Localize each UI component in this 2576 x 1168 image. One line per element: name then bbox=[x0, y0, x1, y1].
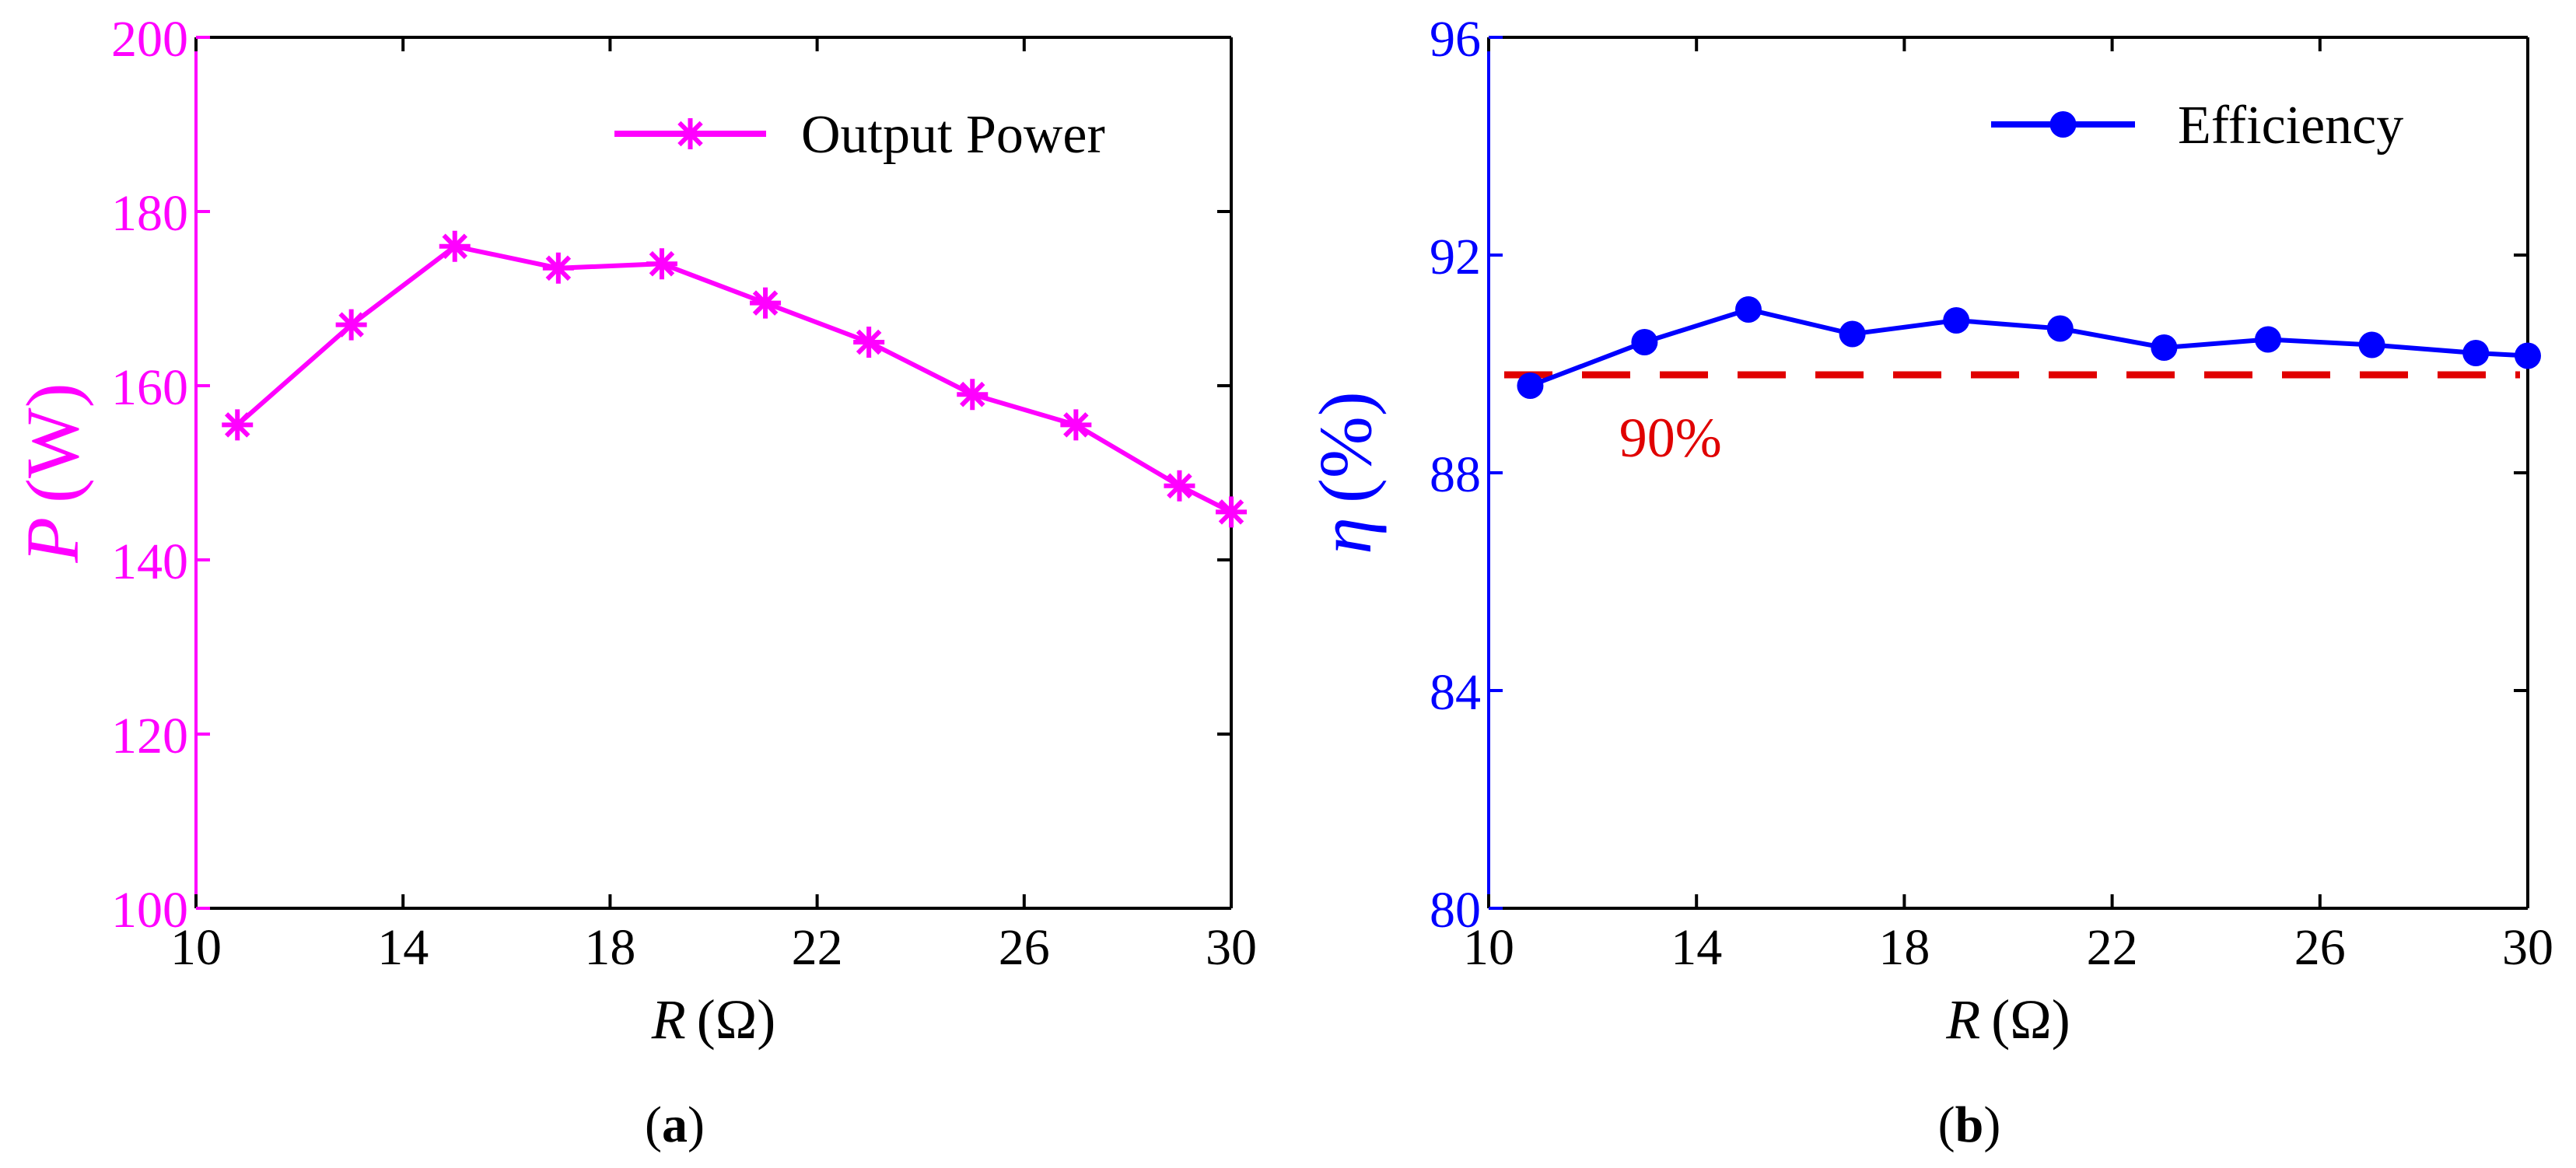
asterisk-stroke bbox=[1218, 499, 1244, 525]
y-tick-label: 140 bbox=[111, 533, 188, 590]
legend-label: Efficiency bbox=[2178, 96, 2403, 156]
legend: Output Power bbox=[614, 105, 1105, 165]
asterisk-stroke bbox=[677, 121, 703, 147]
x-tick-label: 14 bbox=[377, 919, 429, 976]
data-point bbox=[1735, 296, 1762, 323]
asterisk-stroke bbox=[1167, 473, 1192, 499]
panel-label: (b) bbox=[1938, 1096, 2001, 1153]
data-point bbox=[2046, 315, 2074, 342]
panel-label-letter: a bbox=[662, 1096, 688, 1153]
reference-line-label: 90% bbox=[1619, 407, 1722, 469]
y-tick-label: 84 bbox=[1430, 664, 1481, 721]
legend-label: Output Power bbox=[801, 105, 1105, 165]
y-tick-label: 88 bbox=[1430, 446, 1481, 503]
x-axis-title: R (Ω) bbox=[651, 988, 775, 1051]
x-tick-label: 30 bbox=[1206, 919, 1257, 976]
data-point bbox=[2515, 342, 2541, 369]
asterisk-stroke bbox=[224, 412, 250, 438]
data-point bbox=[1517, 372, 1544, 399]
data-point bbox=[2151, 334, 2178, 361]
data-point bbox=[1060, 409, 1092, 441]
asterisk-stroke bbox=[442, 233, 468, 260]
panel-b-efficiency: 10 14 18 22 26 30 80 84 88 92 96 R (Ω) η (%) 90% Efficie… bbox=[1304, 11, 2553, 1153]
legend: Efficiency bbox=[1991, 96, 2403, 156]
asterisk-stroke bbox=[959, 381, 985, 407]
data-point bbox=[957, 379, 989, 411]
data-point bbox=[1631, 329, 1658, 355]
data-point bbox=[1943, 307, 1970, 334]
data-point bbox=[750, 287, 782, 319]
panel-label-close: ) bbox=[1983, 1096, 2000, 1153]
series-line-output-power bbox=[236, 243, 1233, 515]
asterisk-stroke bbox=[338, 312, 364, 337]
y-tick-label: 92 bbox=[1430, 229, 1481, 285]
y-axis-variable: η bbox=[1304, 517, 1387, 554]
y-tick-label: 200 bbox=[111, 11, 188, 68]
data-point bbox=[2255, 326, 2281, 353]
panel-label-close: ) bbox=[688, 1096, 705, 1153]
x-tick-label: 10 bbox=[1463, 919, 1514, 976]
x-axis-variable: R bbox=[1945, 988, 1980, 1051]
panel-label: (a) bbox=[645, 1096, 705, 1153]
data-point bbox=[2358, 331, 2385, 358]
y-axis-unit: (%) bbox=[1304, 391, 1387, 503]
data-point bbox=[542, 252, 574, 284]
x-tick-label: 10 bbox=[170, 919, 222, 976]
data-point bbox=[2462, 340, 2490, 366]
asterisk-stroke bbox=[752, 290, 779, 316]
x-tick-label: 22 bbox=[792, 919, 843, 976]
data-point bbox=[1164, 470, 1195, 502]
panel-label-open: ( bbox=[645, 1096, 662, 1153]
x-tick-label: 26 bbox=[2294, 919, 2346, 976]
x-tick-label: 14 bbox=[1671, 919, 1722, 976]
data-point bbox=[853, 327, 885, 358]
asterisk-stroke bbox=[649, 250, 675, 277]
x-tick-label: 26 bbox=[999, 919, 1050, 976]
data-point bbox=[646, 248, 677, 280]
asterisk-stroke bbox=[1063, 412, 1089, 438]
y-tick-label: 100 bbox=[111, 882, 188, 939]
data-point bbox=[335, 309, 367, 341]
x-axis-unit: (Ω) bbox=[697, 988, 775, 1051]
legend-marker bbox=[674, 118, 706, 149]
data-point bbox=[222, 409, 254, 441]
y-axis-variable: P bbox=[11, 517, 94, 564]
legend-marker bbox=[2049, 111, 2077, 138]
y-tick-label: 120 bbox=[111, 708, 188, 764]
x-axis-unit: (Ω) bbox=[1991, 988, 2070, 1051]
x-tick-label: 18 bbox=[584, 919, 635, 976]
panel-a-output-power: 10 14 18 22 26 30 100 120 140 160 180 200 R (Ω) P (W) Ou… bbox=[11, 11, 1257, 1153]
y-axis-title: P (W) bbox=[11, 383, 94, 563]
data-point bbox=[1839, 320, 1866, 348]
x-tick-label: 30 bbox=[2502, 919, 2553, 976]
panel-label-open: ( bbox=[1938, 1096, 1955, 1153]
y-axis-unit: (W) bbox=[11, 383, 94, 503]
data-point bbox=[1216, 496, 1247, 528]
data-point bbox=[439, 230, 471, 262]
panel-label-letter: b bbox=[1955, 1096, 1984, 1153]
y-tick-label: 180 bbox=[111, 185, 188, 242]
x-axis-title: R (Ω) bbox=[1945, 988, 2070, 1051]
y-tick-label: 80 bbox=[1430, 882, 1481, 939]
y-axis-title: η (%) bbox=[1304, 391, 1387, 554]
x-tick-label: 22 bbox=[2087, 919, 2138, 976]
x-axis-variable: R bbox=[651, 988, 686, 1051]
y-tick-label: 160 bbox=[111, 359, 188, 416]
asterisk-stroke bbox=[545, 255, 572, 282]
asterisk-stroke bbox=[856, 329, 882, 355]
x-tick-label: 18 bbox=[1878, 919, 1930, 976]
y-tick-label: 96 bbox=[1430, 11, 1481, 68]
